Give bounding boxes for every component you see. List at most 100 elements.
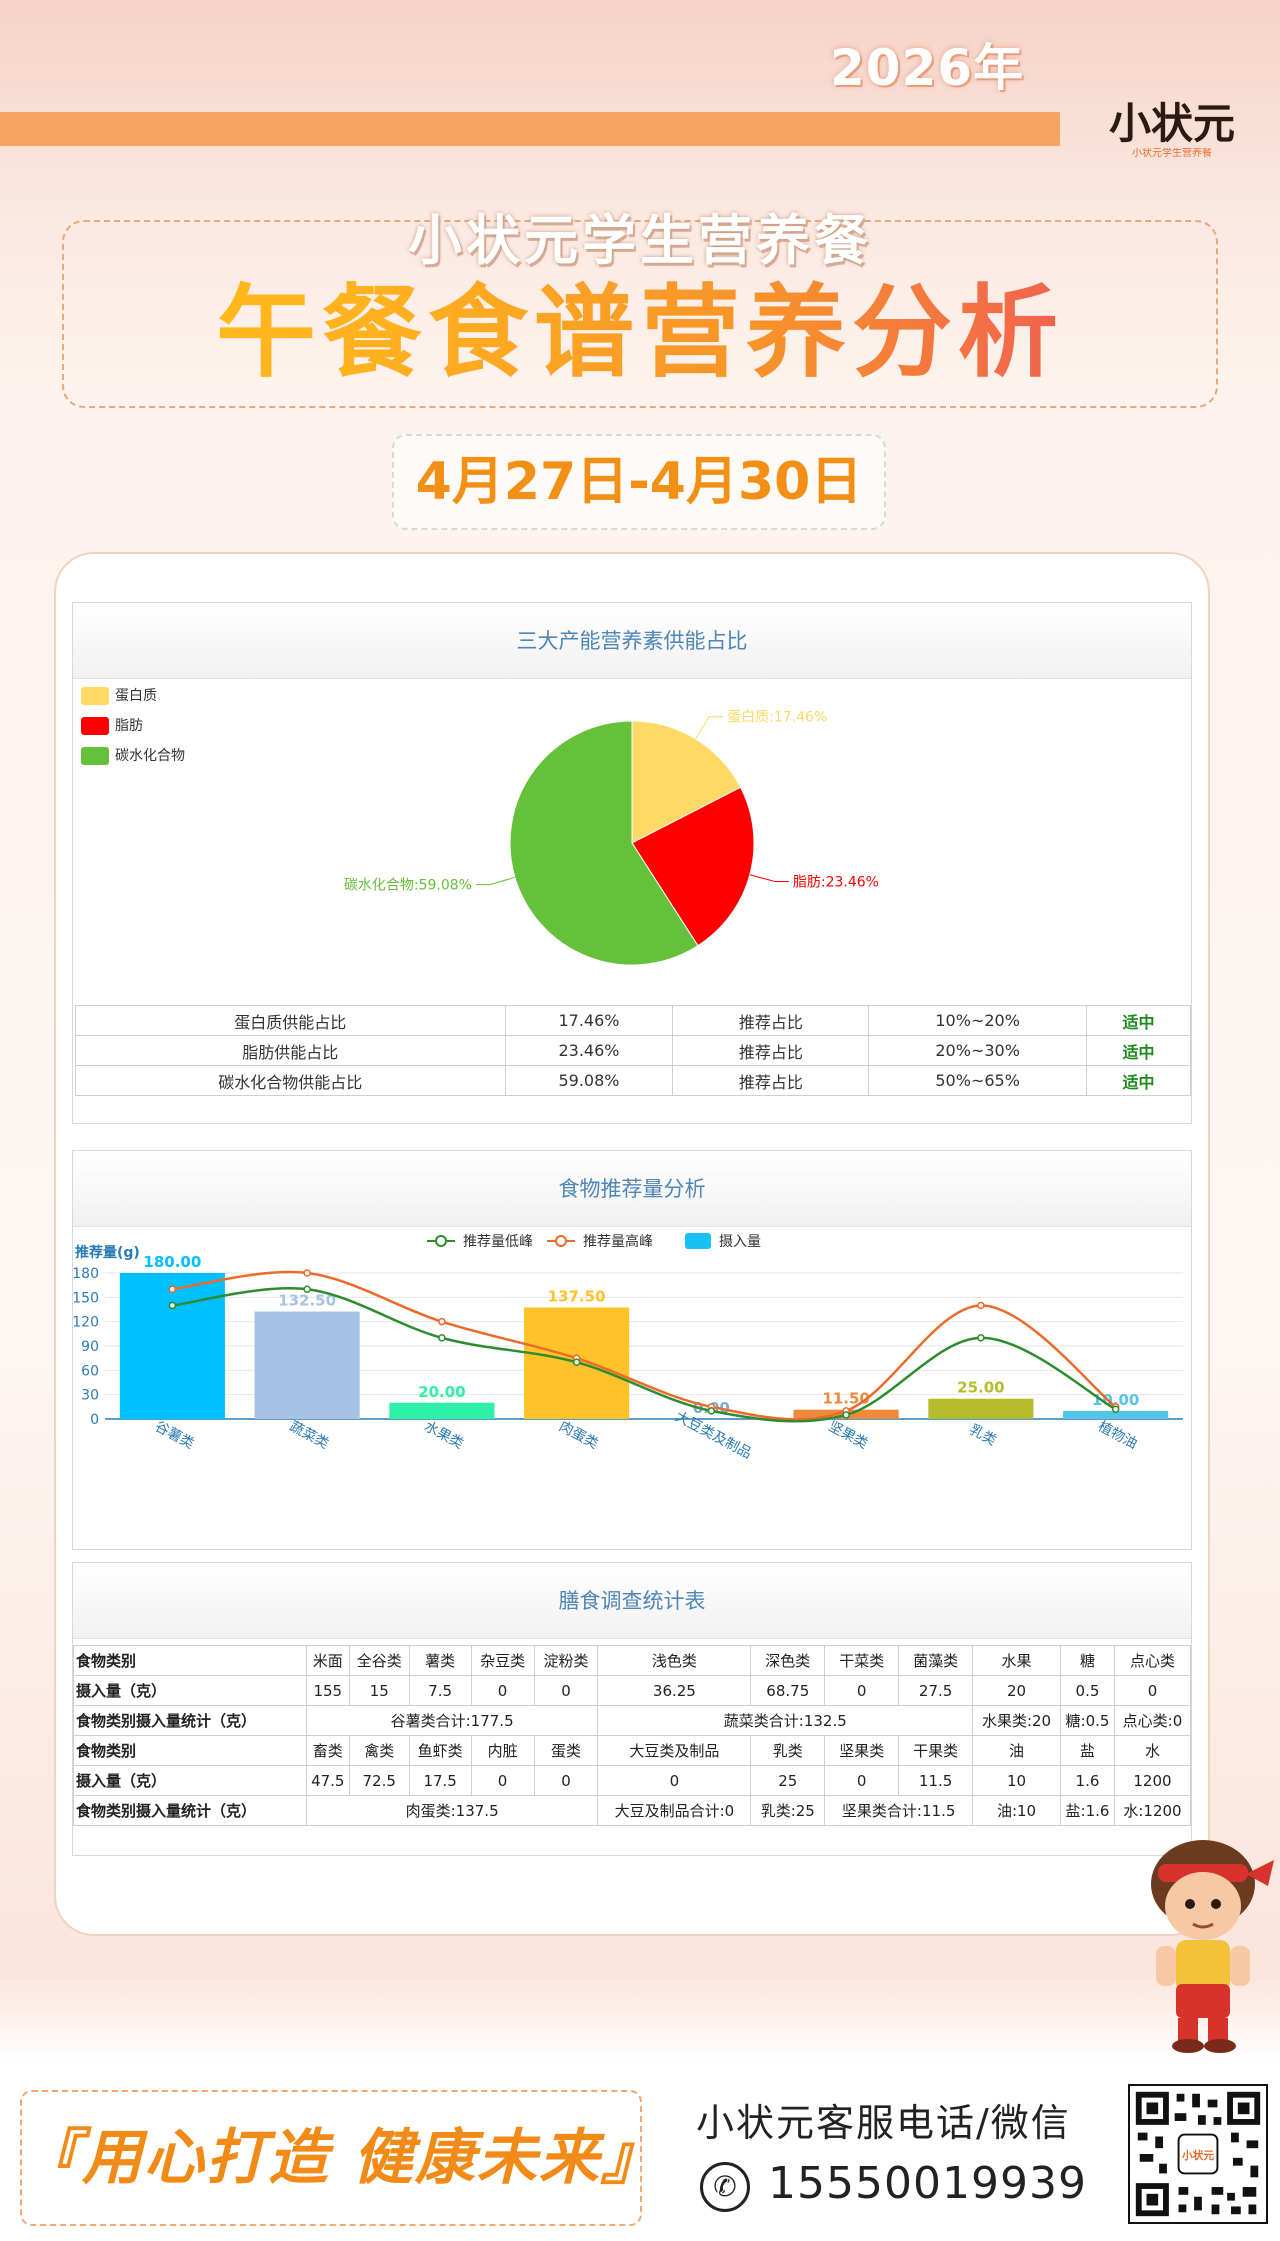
line-series-low[interactable] [172,1287,1117,1423]
x-tick-label: 乳类 [967,1422,999,1449]
pie-label-line [695,716,724,740]
energy-ratio-table: 蛋白质供能占比 17.46% 推荐占比 10%~20% 适中 脂肪供能占比 23.46% 推荐… [75,1005,1191,1096]
table-cell: 7.5 [408,1675,472,1706]
ratio-value-cell: 23.46% [504,1035,674,1066]
ratio-row: 蛋白质供能占比 17.46% 推荐占比 10%~20% 适中 [75,1005,1191,1036]
phone-icon: ✆ [700,2162,750,2212]
ratio-row: 脂肪供能占比 23.46% 推荐占比 20%~30% 适中 [75,1035,1191,1066]
table-cell: 米面 [305,1645,350,1676]
table-cell: 15 [348,1675,410,1706]
bar-legend-item[interactable]: 摄入量 [685,1233,761,1250]
table-cell: 蛋类 [533,1735,599,1766]
pie-slice-fat[interactable] [631,786,755,947]
legend-label: 蛋白质 [115,688,157,704]
table-cell: 肉蛋类:137.5 [305,1795,599,1826]
y-tick-label: 120 [73,1315,99,1331]
table-cell: 糖:0.5 [1060,1705,1115,1736]
table-cell: 17.5 [408,1765,472,1796]
y-tick-label: 60 [81,1363,99,1379]
ratio-status-cell: 适中 [1086,1065,1191,1096]
bar-1[interactable] [254,1311,360,1419]
page-title: 午餐食谱营养分析 [0,268,1280,398]
qr-center-label: 小状元 [1181,2149,1214,2162]
bar-value-label: 20.00 [418,1383,465,1401]
table-cell: 水 [1113,1735,1192,1766]
date-range: 4月27日-4月30日 [392,434,886,530]
title-subtitle: 小状元学生营养餐 [408,209,872,272]
table-cell: 11.5 [898,1765,974,1796]
table-row: 食物类别 畜类 禽类 鱼虾类 内脏 蛋类 大豆类及制品 乳类 坚果类 干果类 油… [73,1735,1192,1766]
ratio-rec-cell: 20%~30% [868,1035,1088,1066]
table-cell: 乳类 [750,1735,826,1766]
table-cell: 油:10 [972,1795,1061,1826]
row-label: 摄入量（克） [73,1675,307,1706]
table-cell: 72.5 [348,1765,410,1796]
legend-swatch-carbs [81,747,109,765]
pie-slice-protein[interactable] [631,720,742,844]
table-row: 食物类别摄入量统计（克） 肉蛋类:137.5 大豆及制品合计:0 乳类:25 坚… [73,1795,1192,1826]
bar-0[interactable] [119,1273,225,1419]
mascot-illustration [1151,1840,1274,2053]
table-cell: 深色类 [750,1645,826,1676]
y-tick-label: 90 [81,1339,99,1355]
ratio-name-cell: 碳水化合物供能占比 [75,1065,506,1096]
bar-7[interactable] [1063,1410,1169,1419]
ratio-rec-label-cell: 推荐占比 [672,1035,870,1066]
line-point-low [707,1407,716,1415]
x-tick-label: 肉蛋类 [556,1419,601,1453]
legend-swatch-fat [81,717,109,735]
table-cell: 点心类 [1113,1645,1192,1676]
table-cell: 鱼虾类 [408,1735,472,1766]
food-recommend-panel: 食物推荐量分析 推荐量(g) 推荐量低峰 推荐量高峰 摄入量 0 30 60 90 120 150… [72,1150,1192,1550]
table-cell: 20 [972,1675,1061,1706]
contact-label: 小状元客服电话/微信 [696,2101,1071,2145]
food-recommend-title: 食物推荐量分析 [73,1151,1191,1227]
bar-value-label: 25.00 [957,1379,1004,1397]
bar-6[interactable] [928,1398,1034,1419]
bar-value-label: 132.50 [278,1292,336,1310]
legend-fat[interactable]: 脂肪 [81,717,143,735]
y-tick-label: 30 [81,1388,99,1404]
ratio-rec-label-cell: 推荐占比 [672,1065,870,1096]
table-cell: 全谷类 [348,1645,410,1676]
line-point-high [168,1285,177,1293]
table-cell: 水果 [972,1645,1061,1676]
bar-legend-item[interactable]: 推荐量低峰 [427,1234,533,1250]
table-cell: 盐 [1060,1735,1115,1766]
table-cell: 坚果类合计:11.5 [824,1795,974,1826]
table-cell: 47.5 [305,1765,350,1796]
row-label: 食物类别摄入量统计（克） [73,1795,307,1826]
row-label: 食物类别摄入量统计（克） [73,1705,307,1736]
ratio-name-cell: 脂肪供能占比 [75,1035,506,1066]
legend-label: 推荐量高峰 [583,1233,653,1250]
row-label: 摄入量（克） [73,1765,307,1796]
table-cell: 0 [824,1765,900,1796]
ratio-rec-cell: 50%~65% [868,1065,1088,1096]
bar-value-label: 137.50 [548,1287,606,1305]
line-point-low [1111,1405,1120,1414]
energy-pie-chart: 蛋白质:17.46% 脂肪:23.46% 碳水化合物:59.08% [344,710,879,966]
table-cell: 淀粉类 [533,1645,599,1676]
phone-number[interactable]: 15550019939 [768,2158,1087,2209]
table-cell: 点心类:0 [1113,1705,1192,1736]
pie-label-fat: 脂肪:23.46% [793,875,879,891]
qr-code-icon[interactable]: 小状元 [1128,2084,1268,2224]
table-row: 摄入量（克） 155 15 7.5 0 0 36.25 68.75 0 27.5… [73,1675,1192,1706]
ratio-rec-label-cell: 推荐占比 [672,1005,870,1036]
x-tick-label: 植物油 [1095,1419,1140,1453]
bar-legend-item[interactable]: 推荐量高峰 [547,1233,653,1250]
legend-protein[interactable]: 蛋白质 [81,687,157,705]
table-cell: 25 [750,1765,826,1796]
bar-2[interactable] [389,1402,495,1419]
legend-swatch-protein [81,687,109,705]
brand-name: 小状元 [1108,99,1235,148]
year-label: 2026年 [830,39,1025,97]
table-cell: 0.5 [1060,1675,1115,1706]
legend-bar-swatch [685,1233,711,1249]
table-cell: 菌藻类 [898,1645,974,1676]
legend-label: 推荐量低峰 [463,1234,533,1250]
diet-survey-table: 食物类别 米面 全谷类 薯类 杂豆类 淀粉类 浅色类 深色类 干菜类 菌藻类 水… [73,1645,1192,1826]
table-cell: 内脏 [470,1735,535,1766]
ratio-row: 碳水化合物供能占比 59.08% 推荐占比 50%~65% 适中 [75,1065,1191,1096]
legend-carbs[interactable]: 碳水化合物 [81,747,185,765]
